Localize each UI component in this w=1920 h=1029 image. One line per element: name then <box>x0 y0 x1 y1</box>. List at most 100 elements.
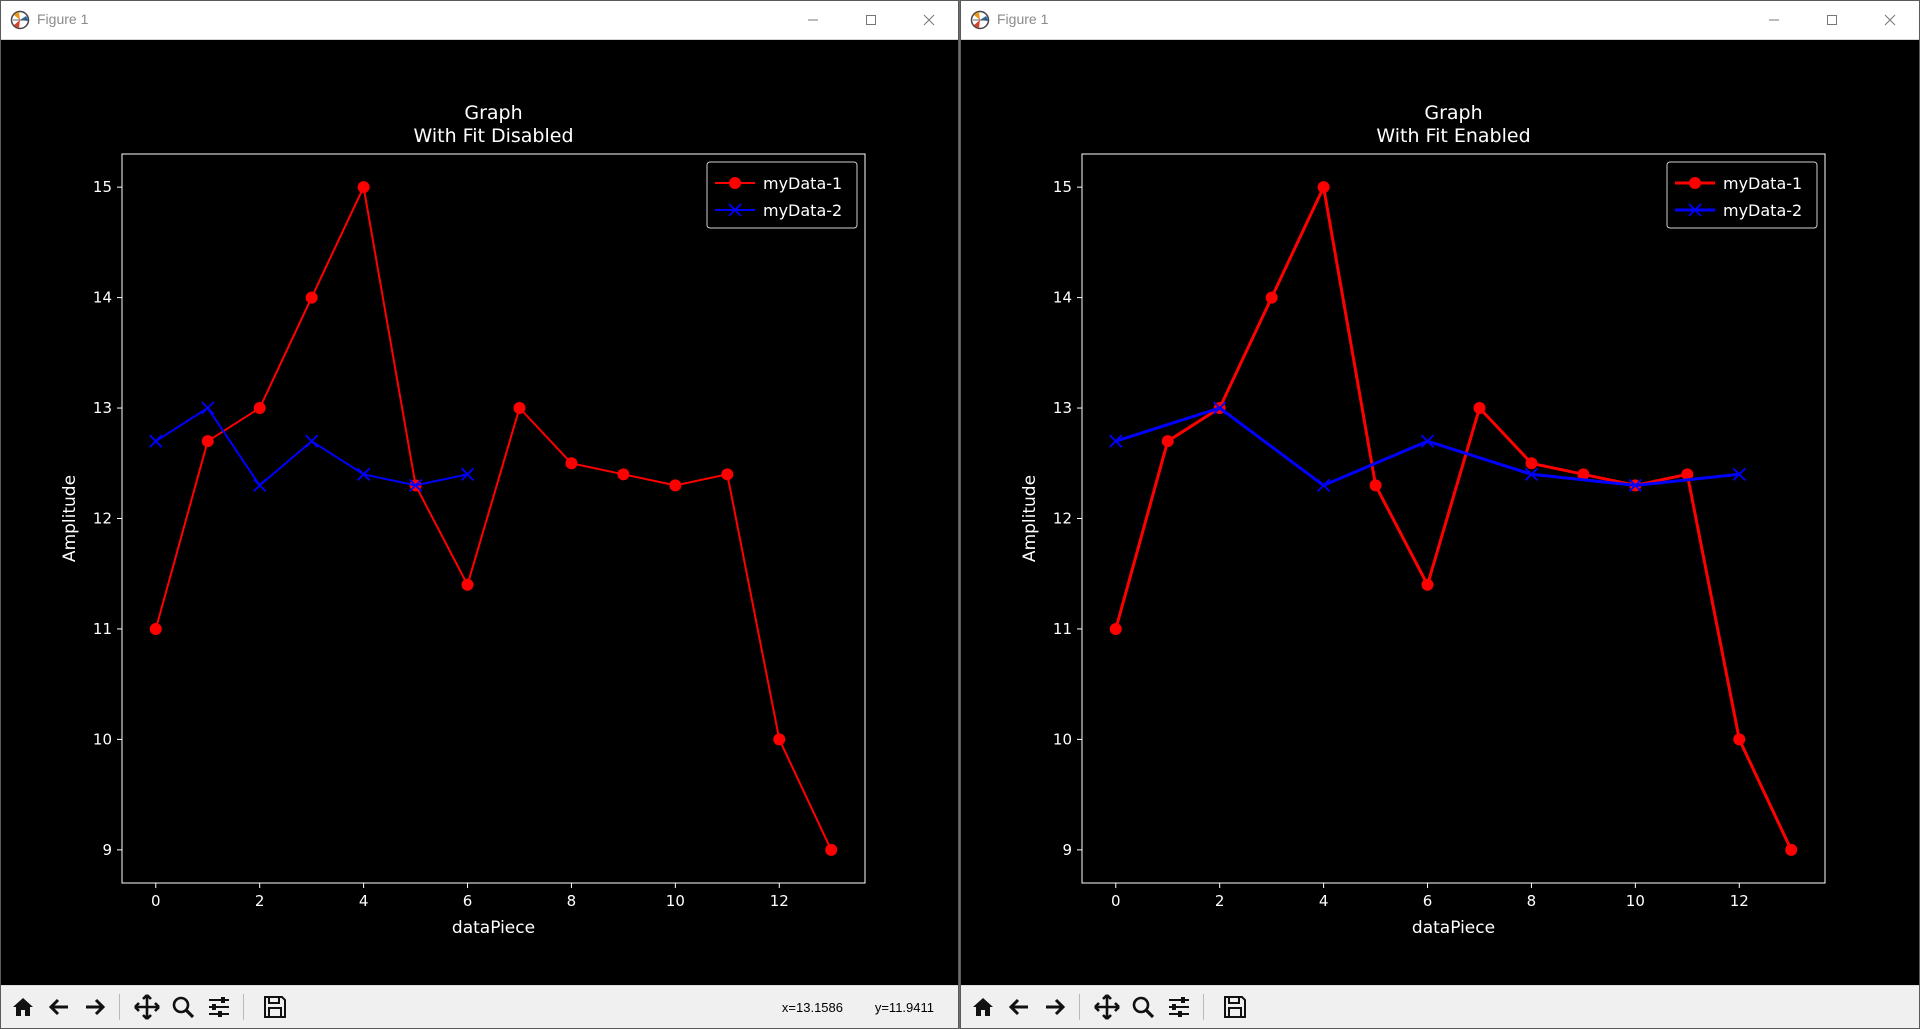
x-tick-label: 10 <box>666 892 685 910</box>
x-tick-label: 6 <box>1423 892 1433 910</box>
chart-subtitle: With Fit Enabled <box>1376 125 1530 147</box>
series-myData-2 <box>149 401 475 493</box>
window-titlebar[interactable]: Figure 1 <box>1 1 958 40</box>
home-icon <box>973 998 993 1016</box>
minimize-icon <box>1769 19 1779 21</box>
data-point <box>1265 291 1278 304</box>
configure-subplots-button[interactable] <box>1163 991 1195 1023</box>
minimize-button[interactable] <box>1745 1 1803 39</box>
legend-item: myData-2 <box>1675 201 1802 220</box>
save-button[interactable] <box>1219 991 1251 1023</box>
x-axis-label: dataPiece <box>1412 918 1495 938</box>
data-point <box>253 478 267 493</box>
data-point <box>1473 402 1486 415</box>
data-point <box>305 291 318 304</box>
data-point <box>1421 578 1434 591</box>
configure-subplots-button[interactable] <box>203 991 235 1023</box>
legend-label: myData-1 <box>763 174 842 193</box>
save-icon <box>264 996 286 1018</box>
legend-item: myData-2 <box>715 201 842 220</box>
close-button[interactable] <box>900 1 958 39</box>
toolbar-separator <box>243 994 244 1020</box>
data-point <box>1681 468 1694 481</box>
minimize-button[interactable] <box>784 1 842 39</box>
data-point <box>1577 468 1590 481</box>
pan-button[interactable] <box>1091 991 1123 1023</box>
data-point <box>1109 434 1123 448</box>
pan-icon <box>134 994 160 1020</box>
legend-marker <box>728 203 742 217</box>
home-icon <box>13 998 33 1016</box>
figure-window-left: Figure 1 Graph With Fit Disabled 0 2 4 6 8 10 12… <box>0 0 959 1029</box>
legend-label: myData-2 <box>1723 201 1802 220</box>
configure-subplots-icon <box>1169 997 1189 1017</box>
legend-item: myData-1 <box>715 174 842 193</box>
zoom-button[interactable] <box>1127 991 1159 1023</box>
data-point <box>461 578 474 591</box>
y-tick-label: 9 <box>1062 841 1072 859</box>
forward-button[interactable] <box>79 991 111 1023</box>
data-point <box>1213 401 1227 415</box>
y-tick-label: 11 <box>93 620 112 638</box>
pan-icon <box>1094 994 1120 1020</box>
data-point <box>1525 457 1538 470</box>
forward-button[interactable] <box>1039 991 1071 1023</box>
close-button[interactable] <box>1861 1 1919 39</box>
save-button[interactable] <box>259 991 291 1023</box>
data-point <box>1785 843 1798 856</box>
x-tick-label: 4 <box>359 892 369 910</box>
back-arrow-icon <box>48 998 68 1016</box>
x-tick-label: 12 <box>1730 892 1749 910</box>
window-title: Figure 1 <box>997 11 1049 27</box>
data-point <box>149 622 162 635</box>
maximize-button[interactable] <box>1803 1 1861 39</box>
maximize-icon <box>866 15 876 25</box>
data-point <box>357 181 370 194</box>
data-point <box>1317 181 1330 194</box>
y-tick-label: 13 <box>1053 399 1072 417</box>
zoom-icon <box>1132 996 1155 1019</box>
legend-marker <box>729 177 741 189</box>
legend-marker <box>1689 177 1701 189</box>
back-button[interactable] <box>1003 991 1035 1023</box>
zoom-button[interactable] <box>167 991 199 1023</box>
x-tick-label: 8 <box>567 892 577 910</box>
y-tick-label: 10 <box>93 730 112 748</box>
data-point <box>408 478 423 493</box>
data-point <box>253 402 266 415</box>
data-point <box>1733 733 1746 746</box>
window-titlebar[interactable]: Figure 1 <box>961 1 1919 40</box>
maximize-icon <box>1827 15 1837 25</box>
data-point <box>825 843 838 856</box>
pan-button[interactable] <box>131 991 163 1023</box>
x-tick-label: 6 <box>463 892 473 910</box>
chart-title: Graph <box>464 102 522 124</box>
data-point <box>1628 478 1642 493</box>
y-tick-label: 12 <box>1053 510 1072 528</box>
forward-arrow-icon <box>1046 998 1066 1016</box>
y-axis-label: Amplitude <box>1020 475 1040 562</box>
navigation-toolbar <box>961 985 1919 1028</box>
back-arrow-icon <box>1008 998 1028 1016</box>
legend-label: myData-2 <box>763 201 842 220</box>
matplotlib-logo-icon <box>10 10 30 30</box>
legend: myData-1 myData-2 <box>706 161 858 229</box>
y-axis-label: Amplitude <box>60 475 80 562</box>
matplotlib-logo-icon <box>970 10 990 30</box>
x-tick-label: 0 <box>151 892 161 910</box>
x-tick-label: 2 <box>255 892 265 910</box>
back-button[interactable] <box>43 991 75 1023</box>
legend-item: myData-1 <box>1675 174 1802 193</box>
data-point <box>565 457 578 470</box>
home-button[interactable] <box>967 991 999 1023</box>
data-point <box>305 434 319 448</box>
home-button[interactable] <box>7 991 39 1023</box>
data-point <box>617 468 630 481</box>
toolbar-separator <box>119 994 120 1020</box>
maximize-button[interactable] <box>842 1 900 39</box>
navigation-toolbar: x=13.1586 y=11.9411 <box>1 985 958 1028</box>
x-tick-label: 12 <box>770 892 789 910</box>
chart-title: Graph <box>1424 102 1482 124</box>
